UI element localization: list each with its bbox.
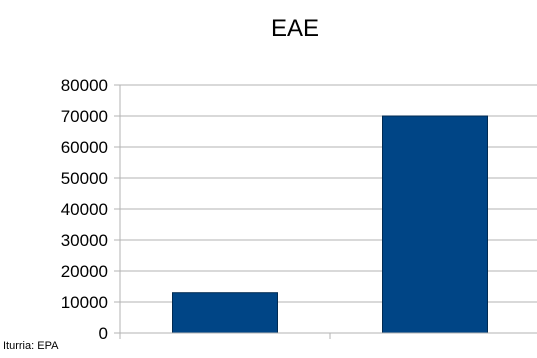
gridlines: [120, 84, 537, 303]
bar: [172, 292, 278, 334]
y-tick-label: 0: [99, 324, 108, 343]
chart-title: EAE: [271, 15, 319, 42]
y-tick-label: 20000: [61, 262, 108, 281]
y-tick-label: 30000: [61, 231, 108, 250]
source-note: Iturria: EPA: [3, 340, 59, 352]
axes: [119, 85, 537, 339]
y-tick-label: 70000: [61, 107, 108, 126]
y-tick-label: 60000: [61, 138, 108, 157]
bar: [382, 115, 488, 334]
bars: [172, 115, 488, 334]
y-tick-label: 40000: [61, 200, 108, 219]
y-tick-label: 50000: [61, 169, 108, 188]
y-tick-label: 80000: [61, 76, 108, 95]
y-tick-label: 10000: [61, 293, 108, 312]
y-axis: 0 10000 20000 30000 40000 50000 60000 70000 8000…: [61, 76, 120, 343]
